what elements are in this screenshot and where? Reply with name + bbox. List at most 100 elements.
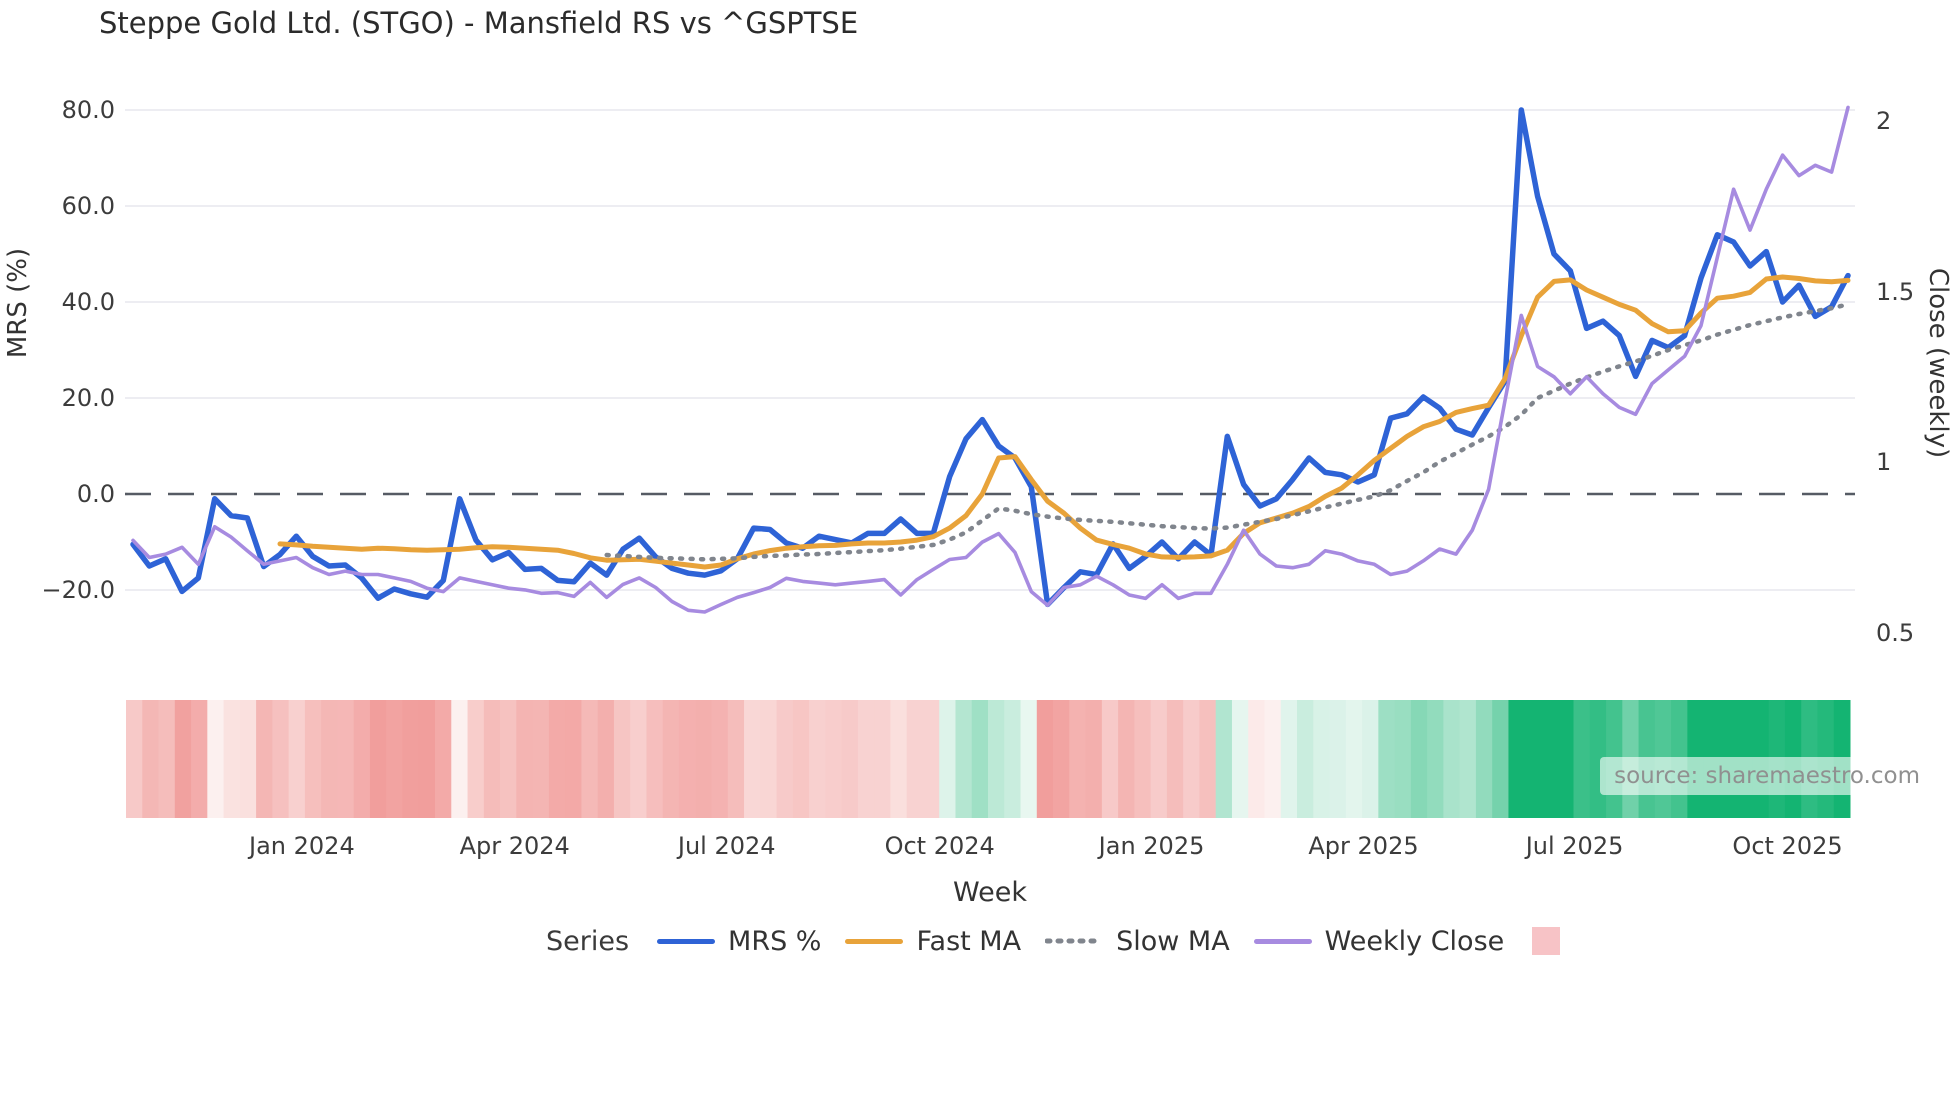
heat-cell [922, 700, 940, 818]
heat-cell [1280, 700, 1298, 818]
heat-cell [1557, 700, 1575, 818]
heat-cell [744, 700, 761, 818]
y-left-tick: 40.0 [61, 288, 115, 316]
series-mrs- [130, 107, 1851, 608]
heat-cell [1524, 700, 1542, 818]
heat-cell [1459, 700, 1477, 818]
heat-cell [662, 700, 680, 818]
heat-cell [304, 700, 322, 818]
heat-cell [1540, 700, 1558, 818]
heat-cell [1329, 700, 1347, 818]
heat-cell [1492, 700, 1509, 818]
heat-cell [809, 700, 826, 818]
x-tick: Jan 2024 [249, 832, 355, 860]
heat-cell [1069, 700, 1087, 818]
x-axis-title: Week [953, 877, 1027, 908]
heat-cell [1150, 700, 1168, 818]
heat-cell [630, 700, 647, 818]
y-right-tick: 1.5 [1876, 277, 1915, 306]
series-weekly-close [131, 105, 1850, 614]
heat-cell [1378, 700, 1396, 818]
heat-cell [1394, 700, 1412, 818]
x-tick: Apr 2025 [1308, 832, 1419, 860]
heat-cell [613, 700, 631, 818]
heat-cell [841, 700, 859, 818]
x-tick: Jul 2025 [1525, 832, 1624, 860]
heat-cell [906, 700, 924, 818]
heat-cell [402, 700, 420, 818]
y-left-tick: 80.0 [61, 96, 115, 124]
heat-cell [1118, 700, 1135, 818]
x-tick: Jan 2025 [1098, 832, 1205, 860]
heat-cell [532, 700, 550, 818]
heat-cell [386, 700, 403, 818]
heat-strip-swatch-icon [1532, 927, 1561, 955]
heat-cell [142, 700, 160, 818]
heat-cell [874, 700, 891, 818]
legend-item-mrs: MRS % [657, 926, 821, 957]
y-axis-left-title: MRS (%) [3, 247, 33, 359]
heat-cell [1036, 700, 1054, 818]
heat-cell [158, 700, 176, 818]
heat-cell [288, 700, 306, 818]
heat-cell [1248, 700, 1265, 818]
heat-cell [792, 700, 810, 818]
heat-cell [1101, 700, 1119, 818]
heat-cell [1166, 700, 1184, 818]
heat-cell [678, 700, 696, 818]
heat-cell [1345, 700, 1363, 818]
heat-cell [1573, 700, 1591, 818]
heat-cell [955, 700, 973, 818]
heat-cell [971, 700, 989, 818]
legend-item-fast-ma: Fast MA [845, 926, 1021, 957]
heat-cell [1004, 700, 1022, 818]
heat-cell [337, 700, 355, 818]
heat-cell [1475, 700, 1493, 818]
heat-cell [1362, 700, 1379, 818]
heat-cell [272, 700, 290, 818]
weekly-close-line-swatch-icon [1253, 938, 1312, 944]
y-right-tick: 0.5 [1876, 618, 1915, 647]
x-tick: Apr 2024 [459, 832, 570, 860]
heat-cell [939, 700, 956, 818]
heat-cell [695, 700, 713, 818]
heat-cell [597, 700, 615, 818]
legend-label-fast-ma: Fast MA [916, 925, 1022, 957]
heat-cell [1020, 700, 1038, 818]
heat-cell [1199, 700, 1217, 818]
legend-label-mrs: MRS % [728, 925, 822, 957]
legend-label-slow-ma: Slow MA [1116, 925, 1230, 957]
series-fast-ma [277, 274, 1851, 570]
heat-cell [1053, 700, 1070, 818]
x-tick: Oct 2024 [884, 832, 995, 860]
heat-cell [1508, 700, 1526, 818]
heat-cell [1183, 700, 1200, 818]
y-left-tick: 0.0 [76, 480, 115, 508]
heat-cell [565, 700, 582, 818]
heat-cell [353, 700, 371, 818]
heat-cell [548, 700, 566, 818]
heat-cell [256, 700, 273, 818]
slow-ma-dotted-swatch-icon [1045, 938, 1104, 944]
heat-cell [1427, 700, 1444, 818]
heat-cell [418, 700, 436, 818]
source-watermark: source: sharemaestro.com [1600, 757, 1934, 795]
heat-cell [646, 700, 664, 818]
heat-cell [727, 700, 745, 818]
heat-cell [239, 700, 257, 818]
y-right-tick: 2 [1876, 107, 1892, 135]
mrs-line-swatch-icon [657, 938, 716, 944]
legend-item-heat-strip [1528, 927, 1561, 955]
heat-cell [711, 700, 729, 818]
legend-title: Series [546, 925, 630, 957]
y-left-tick: 60.0 [61, 192, 115, 220]
heat-cell [1410, 700, 1428, 818]
series-slow-ma [604, 302, 1851, 562]
heat-cell [1231, 700, 1249, 818]
heat-cell [369, 700, 387, 818]
heat-cell [1443, 700, 1461, 818]
legend-item-slow-ma: Slow MA [1045, 926, 1230, 957]
heat-cell [1264, 700, 1282, 818]
